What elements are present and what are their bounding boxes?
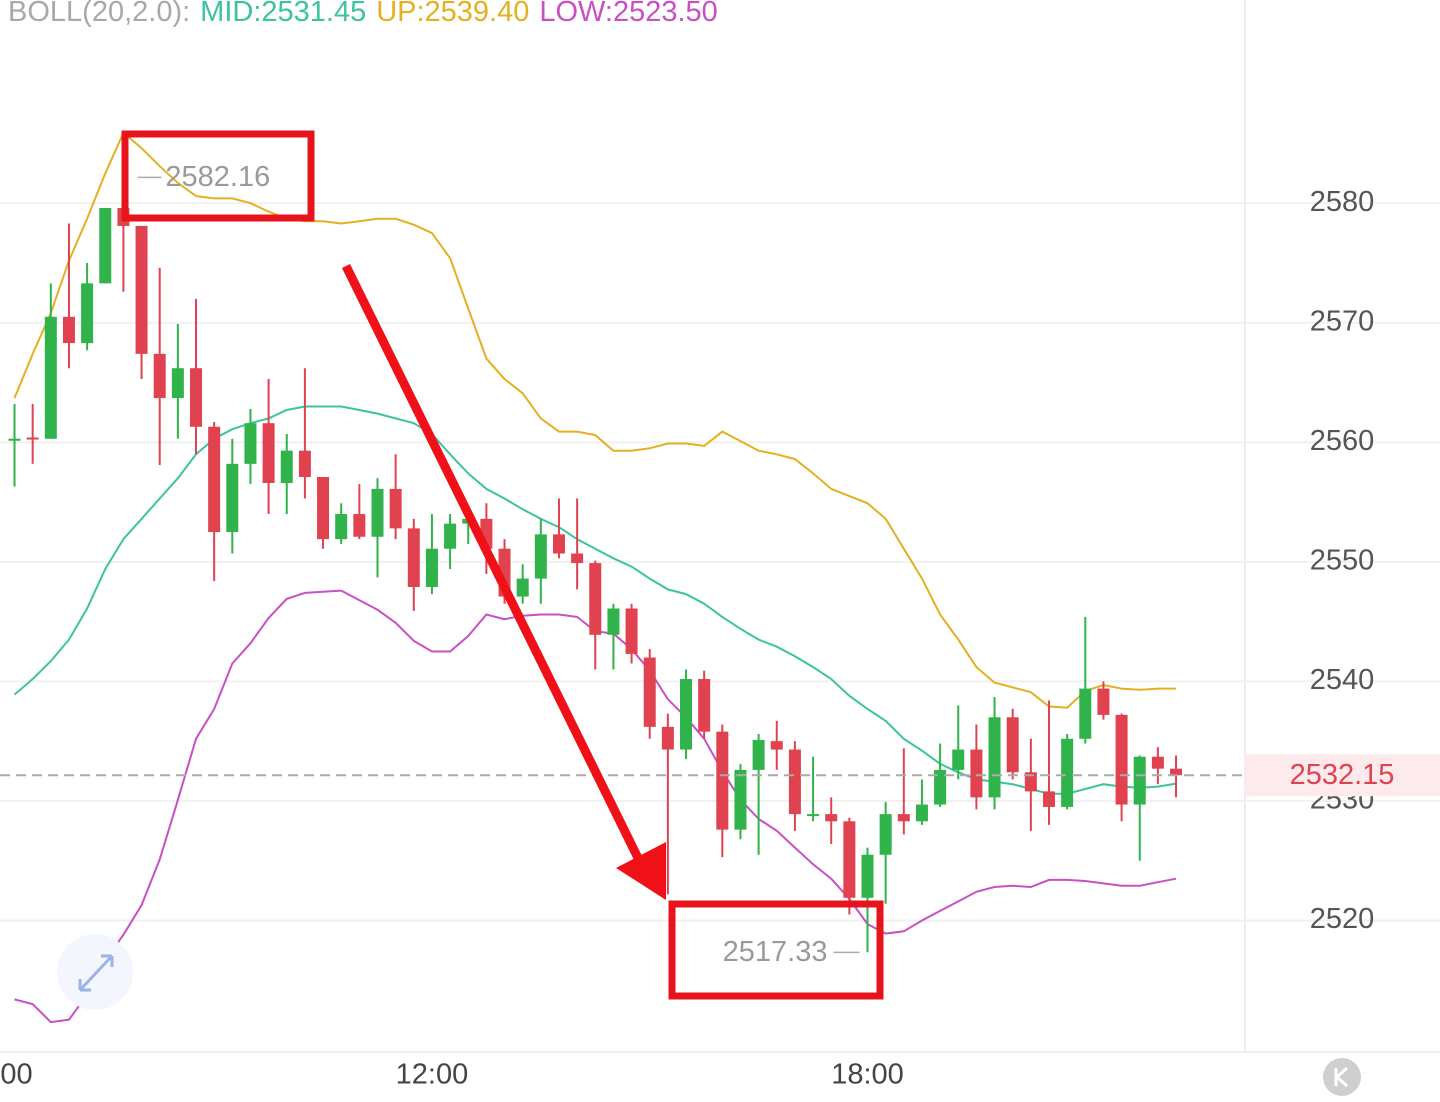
candle-body — [44, 316, 57, 439]
candle-body — [1024, 772, 1037, 792]
x-tick-label: 12:00 — [396, 1059, 469, 1091]
candle-body — [607, 608, 620, 635]
candle-body — [879, 814, 892, 855]
candle-body — [425, 548, 438, 587]
candle-body — [825, 814, 838, 822]
candle-body — [843, 821, 856, 898]
candle-body — [208, 426, 221, 532]
candle-body — [389, 488, 402, 529]
candle-body — [317, 476, 330, 540]
legend: BOLL(20,2.0): MID:2531.45 UP:2539.40 LOW:25… — [8, 0, 718, 28]
candle-body — [407, 528, 420, 587]
y-tick-label: 2580 — [1310, 186, 1375, 218]
candle-body — [244, 423, 257, 464]
candle-body — [716, 731, 729, 830]
candle-body — [788, 749, 801, 815]
y-tick-label: 2520 — [1310, 903, 1375, 935]
candle-body — [988, 717, 1001, 798]
high-label: 2582.16 — [165, 161, 270, 193]
candle-body — [353, 514, 366, 537]
candle-body — [952, 749, 965, 770]
y-tick-label: 2540 — [1310, 664, 1375, 696]
y-tick-label: 2560 — [1310, 425, 1375, 457]
candle-body — [589, 563, 602, 635]
candle-body — [552, 534, 565, 554]
candle-body — [135, 225, 148, 354]
candle-body — [153, 353, 166, 399]
k-icon — [1334, 1066, 1349, 1088]
candle-body — [371, 488, 384, 537]
candle-body — [262, 423, 275, 483]
candle-body — [99, 208, 112, 284]
candle-body — [698, 679, 711, 732]
overlay: 252025302540255025602570258006:0012:0018… — [0, 161, 1440, 1091]
candle-body — [280, 450, 293, 483]
legend-entry: LOW:2523.50 — [539, 0, 717, 28]
low-label: 2517.33 — [723, 936, 828, 968]
price-label-bg — [1245, 754, 1440, 797]
trend-arrowhead — [616, 842, 666, 900]
candle-body — [1151, 756, 1164, 769]
candle-body — [934, 769, 947, 805]
candle-body — [861, 854, 874, 898]
candle-body — [516, 578, 529, 597]
candle-body — [1097, 688, 1110, 715]
candle-body — [1115, 714, 1128, 805]
candle-body — [8, 438, 21, 441]
candle-body — [81, 283, 94, 344]
trend-arrow — [341, 264, 645, 864]
candle-body — [897, 814, 910, 822]
candle-body — [915, 804, 928, 822]
candle-body — [752, 739, 765, 770]
highlight-box — [121, 130, 315, 222]
x-tick-label: 18:00 — [831, 1059, 904, 1091]
candle-body — [190, 368, 203, 427]
zoom-icon — [78, 954, 114, 992]
k-button[interactable] — [1323, 1058, 1361, 1096]
candle-body — [444, 523, 457, 549]
price-label: 2532.15 — [1290, 759, 1395, 791]
candle-body — [171, 368, 184, 399]
candle-body — [1042, 791, 1055, 807]
band-line — [13, 405, 1177, 795]
candle-body — [643, 657, 656, 727]
candle-body — [661, 726, 674, 750]
candle-body — [734, 769, 747, 830]
candle-body — [970, 749, 983, 798]
y-tick-label: 2550 — [1310, 545, 1375, 577]
candle-body — [226, 463, 239, 532]
candle-body — [534, 534, 547, 579]
candle-body — [26, 437, 39, 440]
candle-body — [62, 316, 75, 344]
candle-body — [807, 814, 820, 817]
legend-entry: UP:2539.40 — [376, 0, 529, 28]
x-tick-label: 06:00 — [0, 1059, 33, 1091]
candles — [8, 177, 1183, 953]
candle-body — [1079, 688, 1092, 739]
candle-body — [571, 553, 584, 564]
candle-body — [1133, 756, 1146, 805]
grid — [0, 202, 1440, 922]
legend-entry: MID:2531.45 — [200, 0, 366, 28]
candle-body — [770, 741, 783, 750]
legend-title: BOLL(20,2.0): — [8, 0, 190, 28]
candle-body — [1061, 738, 1074, 807]
candle-body — [1006, 717, 1019, 773]
candle-body — [335, 514, 348, 540]
y-tick-label: 2570 — [1310, 305, 1375, 337]
candle-body — [680, 679, 693, 750]
candle-body — [1170, 768, 1183, 776]
band-line — [13, 131, 1176, 709]
candle-body — [625, 608, 638, 654]
highlight-box — [668, 900, 884, 1000]
candle-body — [298, 450, 311, 477]
